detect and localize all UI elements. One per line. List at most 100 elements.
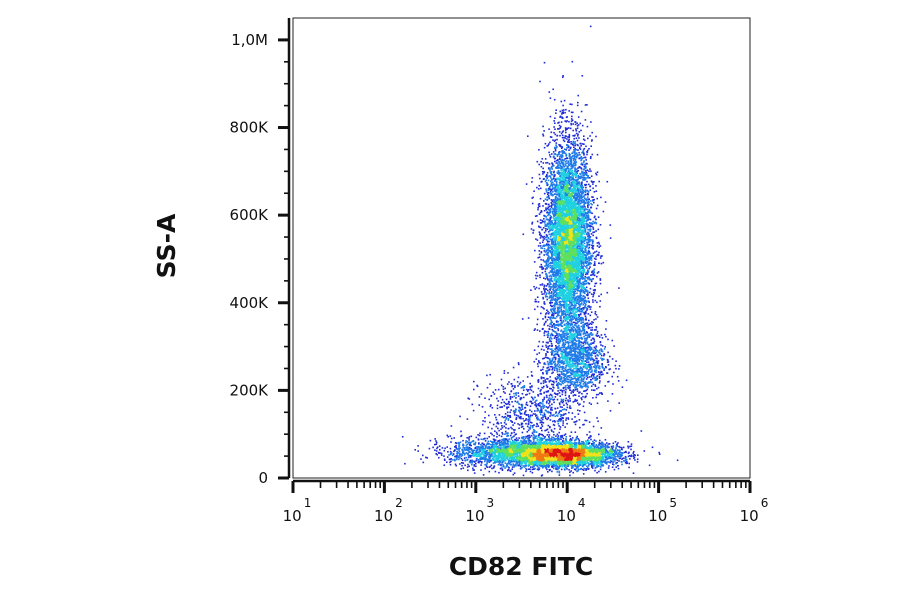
event-dot: [579, 304, 581, 306]
event-dot: [579, 262, 581, 264]
event-dot: [597, 245, 599, 247]
event-dot: [540, 237, 542, 239]
event-dot: [558, 345, 560, 347]
event-dot: [592, 221, 594, 223]
event-dot: [561, 121, 563, 123]
event-dot: [558, 330, 560, 332]
event-dot: [550, 236, 552, 238]
event-dot: [592, 227, 594, 229]
event-dot: [566, 320, 568, 322]
event-dot: [573, 138, 575, 140]
event-dot: [586, 246, 588, 248]
event-dots: [402, 26, 678, 477]
event-dot: [573, 313, 575, 315]
event-dot: [581, 215, 583, 217]
event-dot: [552, 181, 554, 183]
event-dot: [556, 178, 558, 180]
event-dot: [545, 198, 547, 200]
event-dot: [575, 298, 577, 300]
event-dot: [545, 203, 547, 205]
event-dot: [575, 399, 577, 401]
event-dot: [549, 188, 551, 190]
event-dot: [559, 206, 561, 208]
event-dot: [553, 214, 555, 216]
event-dot: [544, 220, 546, 222]
event-dot: [589, 168, 591, 170]
event-dot: [585, 177, 587, 179]
event-dot: [583, 139, 585, 141]
event-dot: [587, 150, 589, 152]
event-dot: [551, 132, 553, 134]
event-dot: [594, 264, 596, 266]
event-dot: [577, 144, 579, 146]
event-dot: [575, 235, 577, 237]
event-dot: [576, 123, 578, 125]
event-dot: [572, 307, 574, 309]
event-dot: [578, 302, 580, 304]
event-dot: [545, 288, 547, 290]
event-dot: [546, 234, 548, 236]
event-dot: [575, 159, 577, 161]
event-dot: [585, 274, 587, 276]
event-dot: [577, 134, 579, 136]
event-dot: [549, 283, 551, 285]
event-dot: [544, 248, 546, 250]
event-dot: [584, 258, 586, 260]
event-dot: [593, 202, 595, 204]
event-dot: [585, 146, 587, 148]
event-dot: [598, 263, 600, 265]
event-dot: [552, 246, 554, 248]
event-dot: [556, 196, 558, 198]
event-dot: [546, 296, 548, 298]
event-dot: [556, 139, 558, 141]
event-dot: [587, 126, 589, 128]
event-dot: [572, 61, 574, 63]
event-dot: [527, 135, 529, 137]
event-dot: [594, 313, 596, 315]
event-dot: [553, 132, 555, 134]
event-dot: [590, 274, 592, 276]
event-dot: [571, 104, 573, 106]
event-dot: [561, 232, 563, 234]
event-dot: [607, 292, 609, 294]
event-dot: [597, 205, 599, 207]
event-dot: [538, 149, 540, 151]
event-dot: [555, 153, 557, 155]
event-dot: [578, 206, 580, 208]
event-dot: [541, 181, 543, 183]
event-dot: [598, 181, 600, 183]
event-dot: [542, 247, 544, 249]
event-dot: [570, 166, 572, 168]
event-dot: [576, 197, 578, 199]
event-dot: [577, 105, 579, 107]
event-dot: [587, 229, 589, 231]
event-dot: [580, 285, 582, 287]
event-dot: [565, 135, 567, 137]
event-dot: [555, 134, 557, 136]
event-dot: [558, 161, 560, 163]
event-dot: [540, 284, 542, 286]
event-dot: [580, 178, 582, 180]
event-dot: [589, 244, 591, 246]
event-dot: [592, 223, 594, 225]
event-dot: [548, 206, 550, 208]
event-dot: [598, 295, 600, 297]
event-dot: [594, 285, 596, 287]
event-dot: [537, 221, 539, 223]
event-dot: [558, 167, 560, 169]
event-dot: [592, 232, 594, 234]
event-dot: [551, 222, 553, 224]
event-dot: [568, 149, 570, 151]
event-dot: [554, 325, 556, 327]
event-dot: [587, 169, 589, 171]
event-dot: [526, 183, 528, 185]
event-dot: [552, 251, 554, 253]
event-dot: [559, 285, 561, 287]
event-dot: [547, 176, 549, 178]
event-dot: [577, 202, 579, 204]
event-dot: [594, 261, 596, 263]
event-dot: [576, 302, 578, 304]
event-dot: [556, 281, 558, 283]
event-dot: [552, 89, 554, 91]
event-dot: [559, 163, 561, 165]
